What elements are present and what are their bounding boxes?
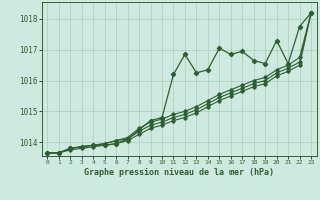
X-axis label: Graphe pression niveau de la mer (hPa): Graphe pression niveau de la mer (hPa) bbox=[84, 168, 274, 177]
